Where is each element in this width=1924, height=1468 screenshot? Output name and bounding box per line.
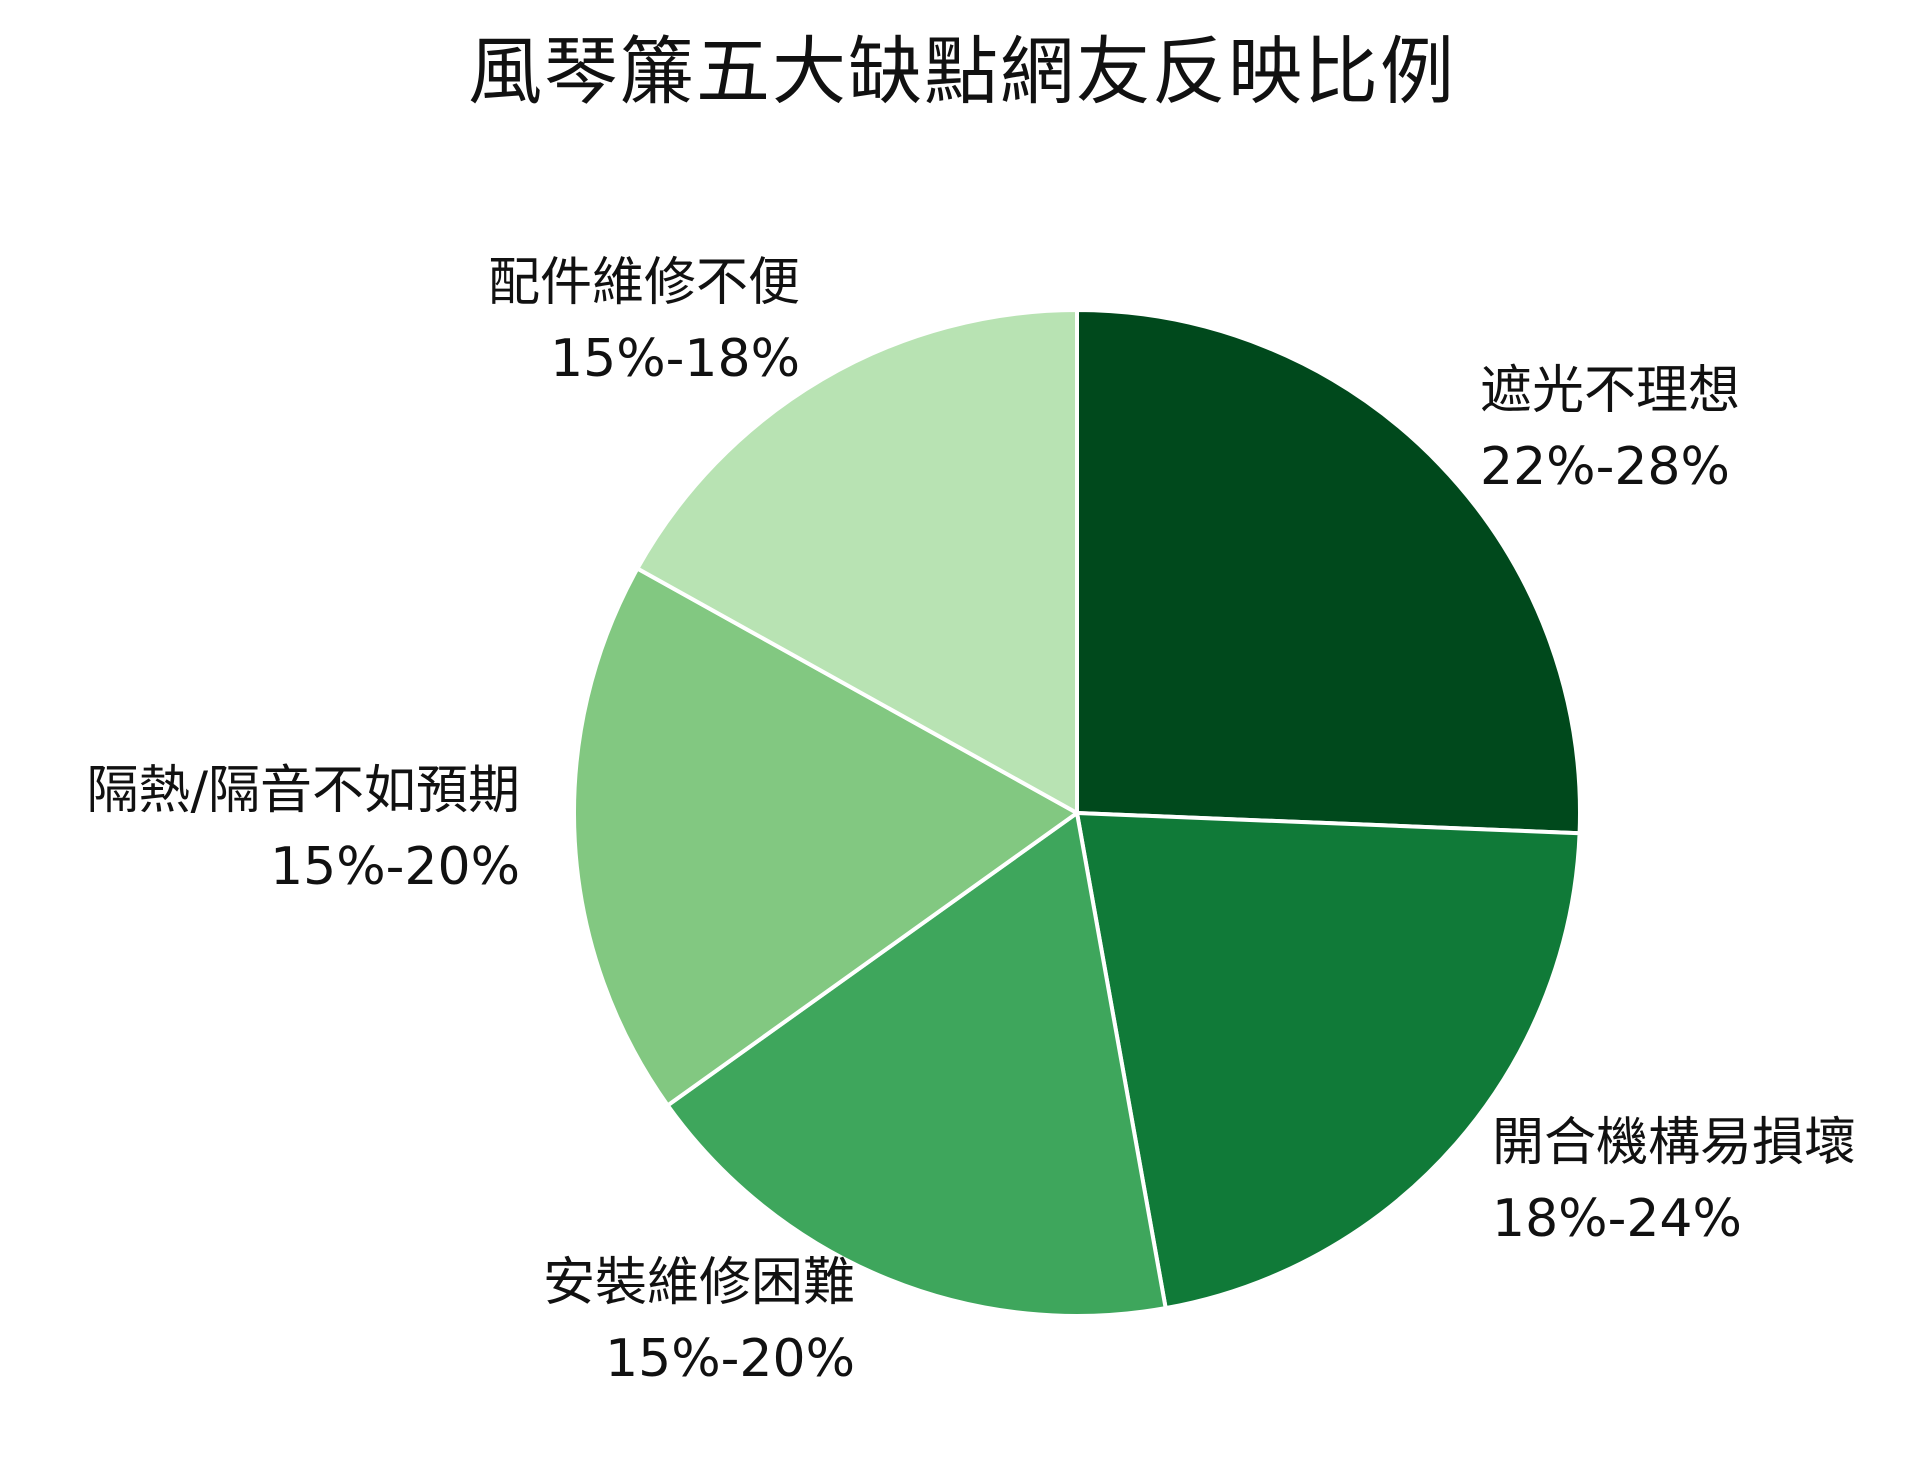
chart-title: 風琴簾五大缺點網友反映比例 (468, 29, 1456, 115)
slice-range-5: 15%-18% (550, 329, 800, 389)
pie-slice-4 (571, 566, 1079, 1108)
pie-slice-1 (1075, 308, 1582, 836)
pie-slices (571, 308, 1582, 1318)
slice-label-2: 開合機構易損壞 (1492, 1113, 1856, 1173)
slice-label-1: 遮光不理想 (1480, 361, 1740, 421)
pie-slice-2 (1075, 811, 1582, 1311)
slice-range-4: 15%-20% (270, 837, 520, 897)
slice-label-3: 安裝維修困難 (543, 1253, 855, 1313)
slice-label-5: 配件維修不便 (488, 253, 800, 313)
slice-range-2: 18%-24% (1492, 1189, 1742, 1249)
pie-slice-3 (665, 811, 1168, 1318)
slice-range-3: 15%-20% (605, 1329, 855, 1389)
slice-labels: 遮光不理想 22%-28% 開合機構易損壞 18%-24% 安裝維修困難 15%-20% 隔… (86, 253, 1856, 1389)
slice-range-1: 22%-28% (1480, 437, 1730, 497)
slice-label-4: 隔熱/隔音不如預期 (86, 761, 520, 821)
pie-slice-5 (635, 308, 1079, 815)
